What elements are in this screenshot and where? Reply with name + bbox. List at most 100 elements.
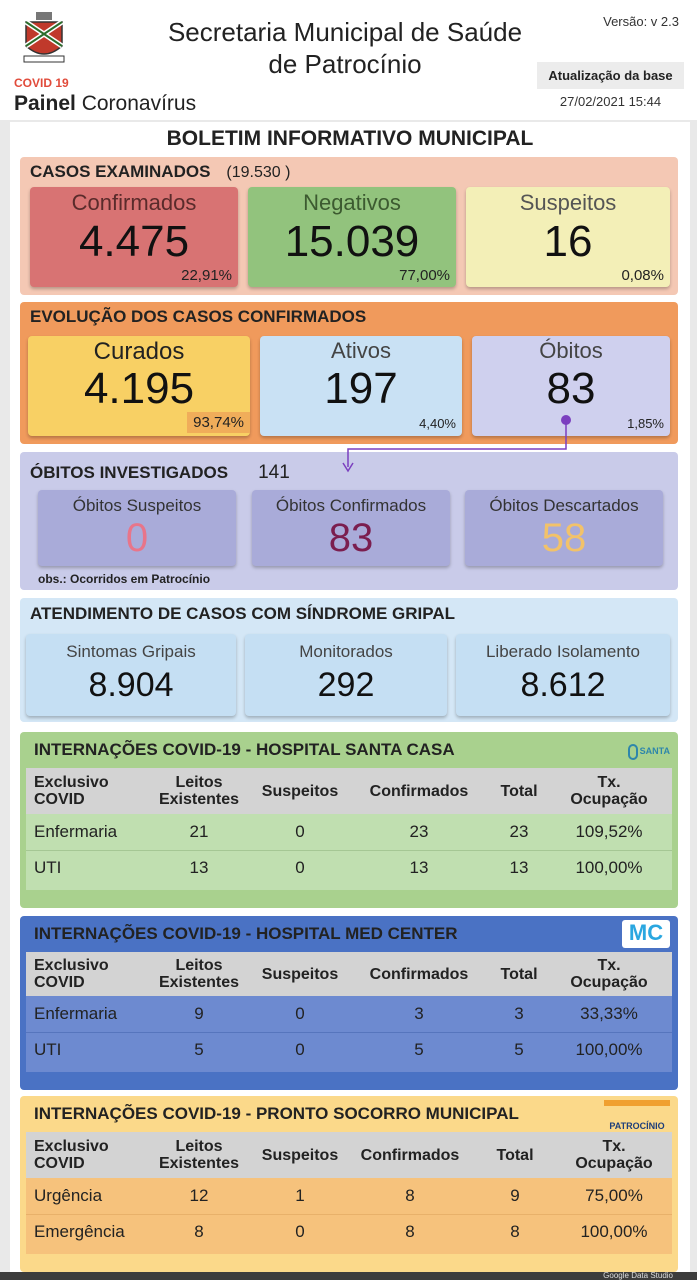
- page-header: COVID 19 Painel Coronavírus Secretaria M…: [0, 0, 697, 120]
- cell-leitos: 13: [189, 858, 209, 878]
- card-value: 83: [328, 516, 374, 560]
- footer-brand[interactable]: Google Data Studio: [603, 1271, 673, 1280]
- city-coat-of-arms-icon: [23, 12, 65, 63]
- table-header-bg: [26, 768, 672, 814]
- cell-leitos: 21: [189, 821, 209, 841]
- cell-leitos: 9: [194, 1003, 204, 1023]
- row-label: Emergência: [34, 1222, 125, 1242]
- casos-examinados-title: CASOS EXAMINADOS (19.530 ): [30, 162, 291, 181]
- report-title: BOLETIM INFORMATIVO MUNICIPAL: [166, 127, 534, 150]
- curados-card: Curados 4.195 93,74%: [28, 336, 250, 436]
- ativos-card: Ativos 197 4,40%: [260, 336, 462, 436]
- version-label: Versão: v 2.3: [603, 14, 679, 29]
- card-percent: 77,00%: [399, 267, 450, 284]
- med-center-title: INTERNAÇÕES COVID-19 - HOSPITAL MED CENT…: [34, 924, 458, 943]
- card-label: Monitorados: [299, 642, 393, 661]
- col-exclusivo-covid: Exclusivo COVID: [34, 774, 109, 808]
- cell-ocupacao: 33,33%: [580, 1003, 638, 1023]
- cell-ocupacao: 100,00%: [575, 858, 643, 878]
- cell-total: 3: [514, 1003, 524, 1023]
- card-label: Óbitos Confirmados: [275, 496, 427, 515]
- cell-confirmados: 8: [405, 1185, 415, 1205]
- row-label: Enfermaria: [34, 1003, 118, 1023]
- santa-casa-logo: SANTA CASA: [610, 738, 670, 782]
- evolucao-title: EVOLUÇÃO DOS CASOS CONFIRMADOS: [30, 307, 367, 326]
- casos-examinados-total: (19.530 ): [226, 164, 291, 181]
- card-value: 292: [317, 666, 375, 704]
- page-footer: Google Data Studio: [0, 1271, 697, 1280]
- cell-suspeitos: 0: [295, 1003, 305, 1023]
- page-title: Secretaria Municipal de Saúde de Patrocí…: [167, 17, 523, 79]
- cell-confirmados: 8: [405, 1222, 415, 1242]
- cell-suspeitos: 0: [295, 858, 305, 878]
- cell-suspeitos: 0: [295, 1040, 305, 1060]
- col-exclusivo-covid: Exclusivo COVID: [34, 957, 109, 991]
- col-suspeitos: Suspeitos: [261, 782, 339, 800]
- card-percent: 93,74%: [187, 412, 250, 433]
- table-row: Emergência 8 0 8 8 100,00%: [26, 1214, 672, 1250]
- table-body-bg: [26, 996, 672, 1072]
- casos-examinados-section: CASOS EXAMINADOS (19.530 ) Confirmados 4.…: [20, 157, 678, 295]
- table-header-bg: [26, 952, 672, 996]
- cell-suspeitos: 1: [295, 1185, 305, 1205]
- pronto-socorro-section: INTERNAÇÕES COVID-19 - PRONTO SOCORRO MU…: [20, 1096, 678, 1272]
- pronto-socorro-logo: PATROCÍNIO: [604, 1100, 670, 1131]
- evolucao-section: EVOLUÇÃO DOS CASOS CONFIRMADOS Curados 4…: [20, 302, 678, 444]
- sindrome-gripal-section: ATENDIMENTO DE CASOS COM SÍNDROME GRIPAL…: [20, 598, 678, 722]
- suspeitos-card: Suspeitos 16 0,08%: [466, 187, 670, 287]
- table-row: Enfermaria 9 0 3 3 33,33%: [26, 996, 672, 1032]
- cell-ocupacao: 100,00%: [575, 1040, 643, 1060]
- cell-total: 23: [509, 821, 529, 841]
- col-total: Total: [500, 965, 538, 983]
- card-value: 8.612: [520, 666, 606, 704]
- card-value: 4.195: [83, 364, 195, 413]
- cell-total: 8: [510, 1222, 520, 1242]
- cell-total: 13: [509, 858, 529, 878]
- col-ocupacao: Tx. Ocupação: [570, 774, 648, 808]
- col-leitos: Leitos Existentes: [158, 957, 240, 991]
- sindrome-gripal-title: ATENDIMENTO DE CASOS COM SÍNDROME GRIPAL: [30, 604, 456, 623]
- table-body-bg: [26, 1178, 672, 1254]
- card-percent: 1,85%: [627, 416, 664, 431]
- card-percent: 22,91%: [181, 267, 232, 284]
- cell-confirmados: 23: [409, 821, 429, 841]
- col-ocupacao: Tx. Ocupação: [570, 957, 648, 991]
- card-label: Óbitos Descartados: [489, 496, 639, 515]
- col-total: Total: [496, 1146, 534, 1164]
- med-center-logo: MC: [622, 920, 670, 948]
- card-percent: 0,08%: [621, 267, 664, 284]
- cell-suspeitos: 0: [295, 1222, 305, 1242]
- card-label: Óbitos Suspeitos: [72, 496, 202, 515]
- row-label: UTI: [34, 1040, 62, 1060]
- card-value: 0: [125, 516, 149, 560]
- col-leitos: Leitos Existentes: [158, 774, 240, 808]
- col-confirmados: Confirmados: [369, 782, 469, 800]
- card-value: 197: [324, 364, 398, 413]
- table-header-row: Exclusivo COVID Leitos Existentes Suspeito…: [26, 952, 672, 996]
- update-date: 27/02/2021 15:44: [559, 94, 662, 109]
- obitos-investigados-total: 141: [258, 462, 290, 483]
- pronto-socorro-title: INTERNAÇÕES COVID-19 - PRONTO SOCORRO MU…: [34, 1104, 519, 1123]
- card-value: 58: [541, 516, 587, 560]
- santa-casa-title: INTERNAÇÕES COVID-19 - HOSPITAL SANTA CA…: [34, 740, 455, 759]
- cell-confirmados: 13: [409, 858, 429, 878]
- col-confirmados: Confirmados: [369, 965, 469, 983]
- liberado-isolamento-card: Liberado Isolamento 8.612: [456, 634, 670, 716]
- santa-casa-logo-icon: [627, 743, 638, 760]
- sintomas-gripais-card: Sintomas Gripais 8.904: [26, 634, 236, 716]
- card-value: 83: [546, 364, 596, 413]
- cell-ocupacao: 75,00%: [585, 1185, 643, 1205]
- col-total: Total: [500, 782, 538, 800]
- monitorados-card: Monitorados 292: [245, 634, 447, 716]
- table-row: UTI 5 0 5 5 100,00%: [26, 1032, 672, 1068]
- col-leitos: Leitos Existentes: [158, 1138, 240, 1172]
- confirmados-card: Confirmados 4.475 22,91%: [30, 187, 238, 287]
- row-label: UTI: [34, 858, 62, 878]
- cell-ocupacao: 109,52%: [575, 821, 643, 841]
- obitos-obs-note: obs.: Ocorridos em Patrocínio: [38, 572, 211, 586]
- report-panel: BOLETIM INFORMATIVO MUNICIPAL CASOS EXAM…: [10, 122, 690, 1280]
- obitos-suspeitos-card: Óbitos Suspeitos 0: [38, 490, 236, 566]
- table-header-row: Exclusivo COVID Leitos Existentes Suspeito…: [26, 768, 672, 814]
- painel-title: Painel Coronavírus: [14, 92, 197, 115]
- card-label: Óbitos: [539, 338, 603, 363]
